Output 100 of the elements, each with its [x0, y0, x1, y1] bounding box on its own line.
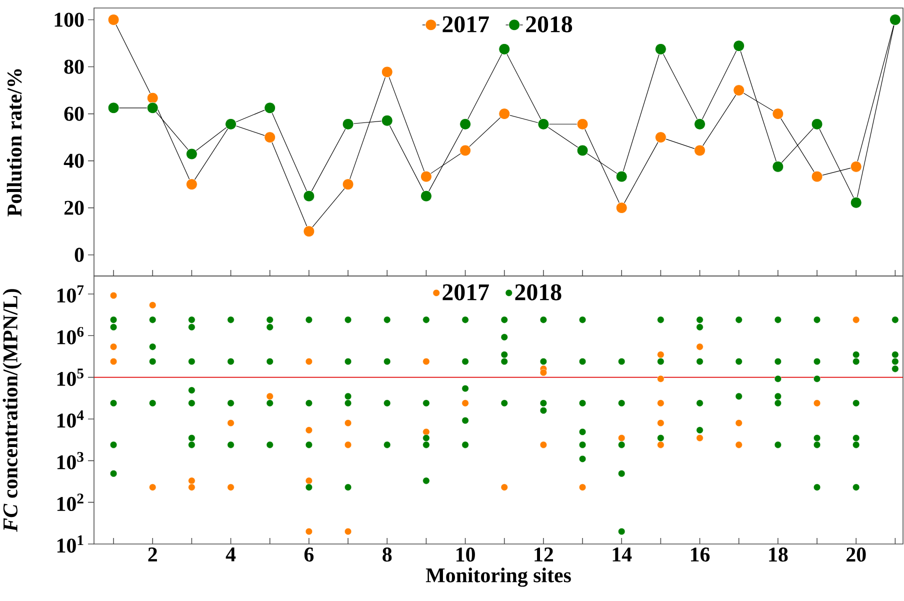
y-tick-label: 10$^{2}$: [57, 494, 84, 512]
point: [657, 375, 664, 382]
y-tick-label: 80: [64, 60, 84, 74]
point: [188, 484, 196, 491]
point: [186, 148, 198, 160]
point: [540, 369, 547, 376]
legend-label: 2017: [442, 16, 489, 32]
point: [657, 351, 664, 358]
point: [657, 441, 664, 448]
point: [654, 132, 666, 144]
point: [733, 40, 745, 52]
point: [342, 178, 354, 190]
point: [462, 400, 469, 407]
y-tick-label: 10$^{3}$: [57, 452, 84, 470]
point: [811, 170, 823, 182]
legend-label: 2018: [515, 284, 562, 300]
point: [188, 477, 196, 484]
point: [422, 428, 430, 436]
point: [186, 178, 198, 190]
x-tick-label: 16: [690, 548, 710, 562]
y-tick-label: 60: [64, 106, 84, 121]
point: [813, 400, 821, 407]
point: [108, 14, 120, 26]
point: [305, 358, 312, 366]
point: [344, 419, 352, 427]
point: [850, 160, 862, 172]
point: [852, 316, 860, 324]
point: [266, 392, 274, 400]
y-tick-label: 10$^{4}$: [57, 410, 84, 428]
point: [460, 118, 472, 130]
point: [344, 441, 352, 448]
point: [657, 419, 664, 427]
point: [227, 484, 234, 491]
point: [576, 144, 588, 156]
x-tick-label: 2: [148, 548, 157, 562]
point: [576, 118, 588, 130]
y-tick-label: 10$^{5}$: [57, 368, 84, 386]
point: [146, 102, 158, 114]
point: [694, 144, 706, 156]
point: [498, 43, 510, 55]
x-tick-label: 12: [534, 548, 554, 562]
point: [264, 132, 276, 144]
point: [733, 84, 745, 96]
legend-label: 2018: [526, 16, 572, 32]
x-tick-label: 10: [456, 548, 475, 562]
point: [264, 102, 276, 114]
point: [342, 118, 354, 130]
point: [500, 484, 508, 491]
point: [149, 302, 156, 309]
point: [540, 441, 547, 448]
point: [420, 170, 432, 182]
point: [227, 419, 234, 427]
y-tick-label: 10$^{6}$: [57, 326, 84, 344]
y-axis-title: FC concentration/(MPN/L): [2, 289, 22, 532]
point: [305, 528, 312, 535]
y-tick-label: 20: [64, 200, 84, 215]
point: [654, 43, 666, 55]
point: [618, 434, 626, 442]
point: [303, 190, 315, 202]
point: [657, 400, 664, 407]
point: [616, 170, 628, 182]
y-axis-title: Pollution rate/%: [6, 69, 22, 216]
x-tick-label: 6: [304, 548, 314, 562]
point: [616, 202, 628, 214]
point: [735, 441, 742, 448]
point: [811, 118, 823, 130]
point: [696, 343, 704, 350]
x-tick-label: 8: [382, 548, 392, 562]
legend-label: 2017: [442, 284, 489, 300]
y-tick-label: 10$^{1}$: [57, 535, 84, 553]
point: [696, 434, 704, 442]
point: [149, 484, 156, 491]
point: [110, 358, 118, 366]
point: [108, 102, 120, 114]
point: [578, 484, 586, 491]
point: [344, 528, 352, 535]
point: [420, 190, 432, 202]
point: [498, 108, 510, 120]
y-tick-label: 40: [64, 154, 84, 168]
point: [305, 477, 312, 484]
point: [772, 108, 784, 120]
y-tick-label: 100: [54, 12, 84, 27]
y-tick-label: 0: [74, 248, 84, 262]
point: [110, 343, 118, 350]
point: [735, 419, 742, 427]
x-axis-title: Monitoring sites: [426, 568, 571, 587]
x-tick-label: 20: [846, 548, 866, 562]
point: [422, 358, 430, 366]
x-tick-label: 18: [769, 548, 788, 562]
point: [460, 144, 472, 156]
point: [303, 226, 315, 238]
x-tick-label: 14: [612, 548, 632, 562]
point: [694, 118, 706, 130]
point: [305, 426, 312, 434]
point: [381, 114, 393, 126]
x-tick-label: 4: [226, 548, 236, 562]
point: [772, 160, 784, 172]
point: [146, 92, 158, 104]
point: [110, 292, 118, 300]
point: [381, 66, 393, 78]
